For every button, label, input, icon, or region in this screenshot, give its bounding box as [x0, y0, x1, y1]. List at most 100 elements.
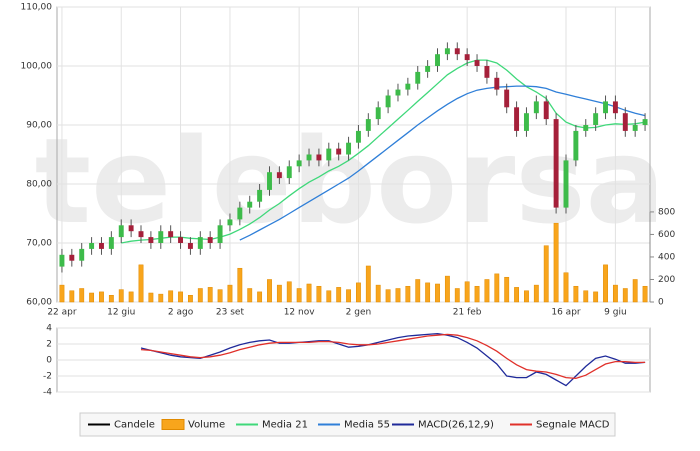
candle-body: [178, 237, 184, 243]
volume-bar: [573, 285, 579, 303]
y2-tick-label: 800: [658, 207, 675, 217]
candle-body: [533, 101, 539, 114]
volume-bar: [197, 288, 203, 303]
candle-body: [346, 142, 352, 155]
candle-body: [504, 89, 510, 108]
volume-bar: [99, 291, 104, 303]
candle-body: [514, 107, 520, 131]
volume-bar: [603, 264, 608, 303]
volume-bar: [632, 279, 638, 303]
volume-bar: [188, 294, 193, 303]
volume-bar: [356, 282, 361, 303]
volume-bar: [257, 291, 263, 303]
volume-bar: [168, 290, 174, 303]
volume-bar: [405, 285, 411, 303]
y-tick-label: 90,00: [26, 121, 52, 131]
candle-body: [257, 189, 263, 202]
volume-bar: [365, 265, 371, 303]
volume-bar: [444, 275, 450, 303]
candle-body: [247, 201, 253, 208]
y2-tick-label: 0: [658, 298, 664, 308]
x-tick-label: 21 feb: [453, 308, 482, 318]
volume-bar: [375, 284, 381, 303]
candle-body: [523, 113, 529, 131]
volume-bar: [385, 289, 391, 303]
volume-bar: [59, 284, 65, 303]
candle-body: [612, 101, 618, 114]
x-tick-label: 23 set: [216, 308, 245, 318]
x-tick-label: 12 giu: [107, 308, 135, 318]
watermark: teleborsa: [35, 112, 666, 250]
candle-body: [168, 231, 174, 238]
volume-bar: [326, 290, 332, 303]
candle-body: [187, 243, 193, 249]
candle-body: [296, 160, 302, 167]
x-tick-label: 22 apr: [47, 308, 77, 318]
y-tick-label: 110,00: [21, 3, 53, 13]
candle-body: [158, 231, 164, 243]
volume-bar: [642, 285, 648, 303]
volume-bar: [276, 284, 282, 303]
legend-label: Media 55: [344, 420, 390, 431]
candle-body: [207, 237, 213, 243]
volume-bar: [178, 291, 183, 303]
volume-bar: [484, 279, 490, 303]
y-tick-label: 2: [46, 340, 52, 350]
legend-frame: [79, 412, 616, 437]
candle-body: [197, 237, 203, 249]
volume-bar: [395, 288, 401, 303]
volume-bar: [622, 288, 628, 303]
candle-body: [425, 66, 431, 72]
volume-bar: [267, 279, 272, 303]
volume-bar: [435, 283, 440, 303]
candle-body: [622, 113, 628, 131]
y2-tick-label: 600: [658, 230, 675, 240]
volume-bar: [336, 287, 342, 303]
candle-body: [494, 77, 500, 90]
volume-bar: [346, 289, 351, 303]
line: [140, 332, 646, 387]
candle-body: [59, 254, 65, 267]
y2-tick-label: 200: [658, 275, 675, 285]
y-tick-label: -4: [43, 388, 52, 398]
candle-body: [355, 130, 361, 143]
candle-body: [286, 166, 292, 179]
candle-body: [415, 71, 421, 84]
volume-bar: [612, 284, 618, 303]
candle-body: [385, 95, 391, 108]
volume-bar: [148, 292, 154, 303]
candle-body: [365, 119, 371, 131]
candle-body: [118, 225, 124, 238]
candle-body: [484, 66, 490, 78]
line: [239, 85, 646, 241]
candle-body: [375, 107, 381, 120]
candle-body: [563, 160, 569, 208]
volume-bar: [227, 284, 233, 303]
volume-bar: [158, 293, 164, 303]
volume-bar: [514, 287, 519, 303]
volume-bar: [474, 285, 480, 303]
candle-body: [89, 243, 95, 249]
candle-body: [128, 225, 134, 232]
volume-bar: [524, 290, 529, 303]
volume-bar: [563, 272, 569, 303]
candle-body: [454, 48, 460, 55]
candle-body: [138, 231, 144, 238]
candle-body: [306, 154, 312, 161]
volume-bar: [247, 288, 253, 303]
legend-label: Media 21: [262, 420, 308, 431]
x-tick-label: 16 apr: [551, 308, 581, 318]
volume-bar: [533, 284, 539, 303]
y-tick-label: -2: [43, 372, 52, 382]
volume-bar: [237, 267, 243, 303]
volume-bar: [286, 281, 292, 303]
volume-bar: [593, 291, 599, 303]
candle-body: [583, 125, 589, 131]
volume-bar: [553, 222, 559, 303]
candle-body: [237, 207, 243, 220]
candle-body: [632, 125, 638, 131]
candle-body: [276, 172, 282, 179]
candle-body: [217, 225, 223, 243]
candle-body: [69, 254, 75, 261]
volume-bar: [128, 291, 134, 303]
